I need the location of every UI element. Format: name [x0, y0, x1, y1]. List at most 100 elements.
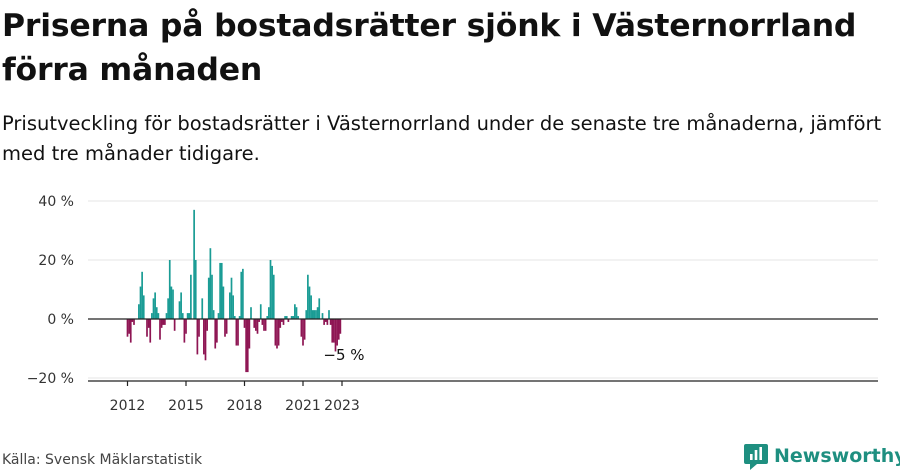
bar: [194, 260, 197, 319]
bar: [188, 313, 191, 319]
bar: [263, 319, 265, 331]
y-tick-label: 40 %: [38, 194, 74, 210]
y-tick-label: −20 %: [27, 371, 74, 387]
bar: [154, 292, 156, 319]
bar: [264, 319, 267, 331]
x-tick-label: 2015: [168, 398, 204, 414]
bar: [282, 319, 285, 325]
bar: [240, 271, 243, 319]
bar: [266, 316, 269, 319]
bar: [232, 295, 234, 319]
bar: [193, 209, 195, 319]
bar: [321, 313, 324, 319]
bar: [294, 304, 296, 319]
bar: [225, 319, 228, 334]
bar: [155, 307, 158, 319]
bar: [183, 319, 186, 343]
x-tick-label: 2021: [285, 398, 321, 414]
bar: [305, 310, 308, 319]
bar: [209, 248, 212, 319]
bar: [139, 286, 142, 319]
bar: [211, 274, 213, 319]
bar: [168, 260, 171, 319]
bar: [216, 319, 218, 343]
bar: [235, 319, 238, 346]
newsworthy-logo-icon: [744, 444, 768, 470]
bar: [141, 271, 143, 319]
bar: [167, 298, 169, 319]
x-tick-label: 2023: [324, 398, 360, 414]
brand-name: Newsworthy: [774, 445, 900, 467]
bar: [310, 295, 312, 319]
bar: [181, 313, 184, 319]
bar: [318, 298, 321, 319]
bar: [206, 319, 208, 331]
bar: [162, 319, 165, 325]
bar: [326, 319, 329, 325]
bar: [186, 313, 189, 319]
bar: [274, 319, 277, 346]
bar: [287, 319, 290, 322]
bar: [329, 319, 332, 325]
gridlines: [88, 200, 878, 379]
bar: [180, 292, 182, 319]
chart-subtitle: Prisutveckling för bostadsrätter i Väste…: [2, 112, 882, 165]
bar: [303, 319, 306, 340]
bar: [253, 319, 256, 328]
bar: [222, 286, 225, 319]
bar: [212, 310, 215, 319]
bar: [146, 319, 148, 337]
bar: [323, 319, 325, 325]
bar: [133, 319, 135, 325]
x-tick-label: 2012: [110, 398, 146, 414]
bar: [219, 262, 221, 319]
bar: [198, 319, 200, 337]
bar: [185, 319, 187, 334]
bar: [295, 307, 298, 319]
bar: [204, 319, 207, 361]
bar: [243, 319, 246, 328]
bar: [246, 319, 249, 373]
bar: [196, 319, 199, 355]
bar: [217, 313, 220, 319]
bar: [290, 316, 293, 319]
bar: [333, 319, 335, 343]
bar: [207, 277, 210, 319]
bar: [131, 319, 134, 322]
bar: [149, 319, 152, 343]
bar: [308, 286, 311, 319]
bar: [336, 319, 338, 346]
bar: [203, 319, 205, 355]
chart-title: Priserna på bostadsrätter sjönk i Väster…: [2, 8, 857, 88]
bar: [281, 319, 283, 322]
bar: [173, 319, 176, 331]
bar: [151, 313, 153, 319]
bar: [328, 310, 330, 319]
bar: [339, 319, 342, 334]
bar: [237, 319, 239, 346]
bar: [302, 319, 304, 346]
bar: [272, 274, 275, 319]
bar: [242, 268, 244, 319]
bar: [248, 319, 251, 349]
bar: [220, 262, 223, 319]
bar: [159, 319, 161, 340]
bar: [324, 319, 327, 322]
bar: [178, 301, 181, 319]
bar: [334, 319, 337, 352]
x-tick-label: 2018: [227, 398, 263, 414]
bar: [337, 319, 340, 340]
bar: [261, 319, 264, 325]
bar: [142, 295, 145, 319]
bar: [276, 319, 278, 349]
bar: [300, 319, 303, 337]
bar: [268, 307, 270, 319]
y-tick-label: 0 %: [47, 312, 74, 328]
bar: [250, 307, 252, 319]
bar: [229, 292, 231, 319]
bar: [128, 319, 130, 334]
bar: [255, 319, 257, 331]
bar: [160, 319, 163, 328]
bar: [238, 316, 241, 319]
bar: [292, 316, 295, 319]
